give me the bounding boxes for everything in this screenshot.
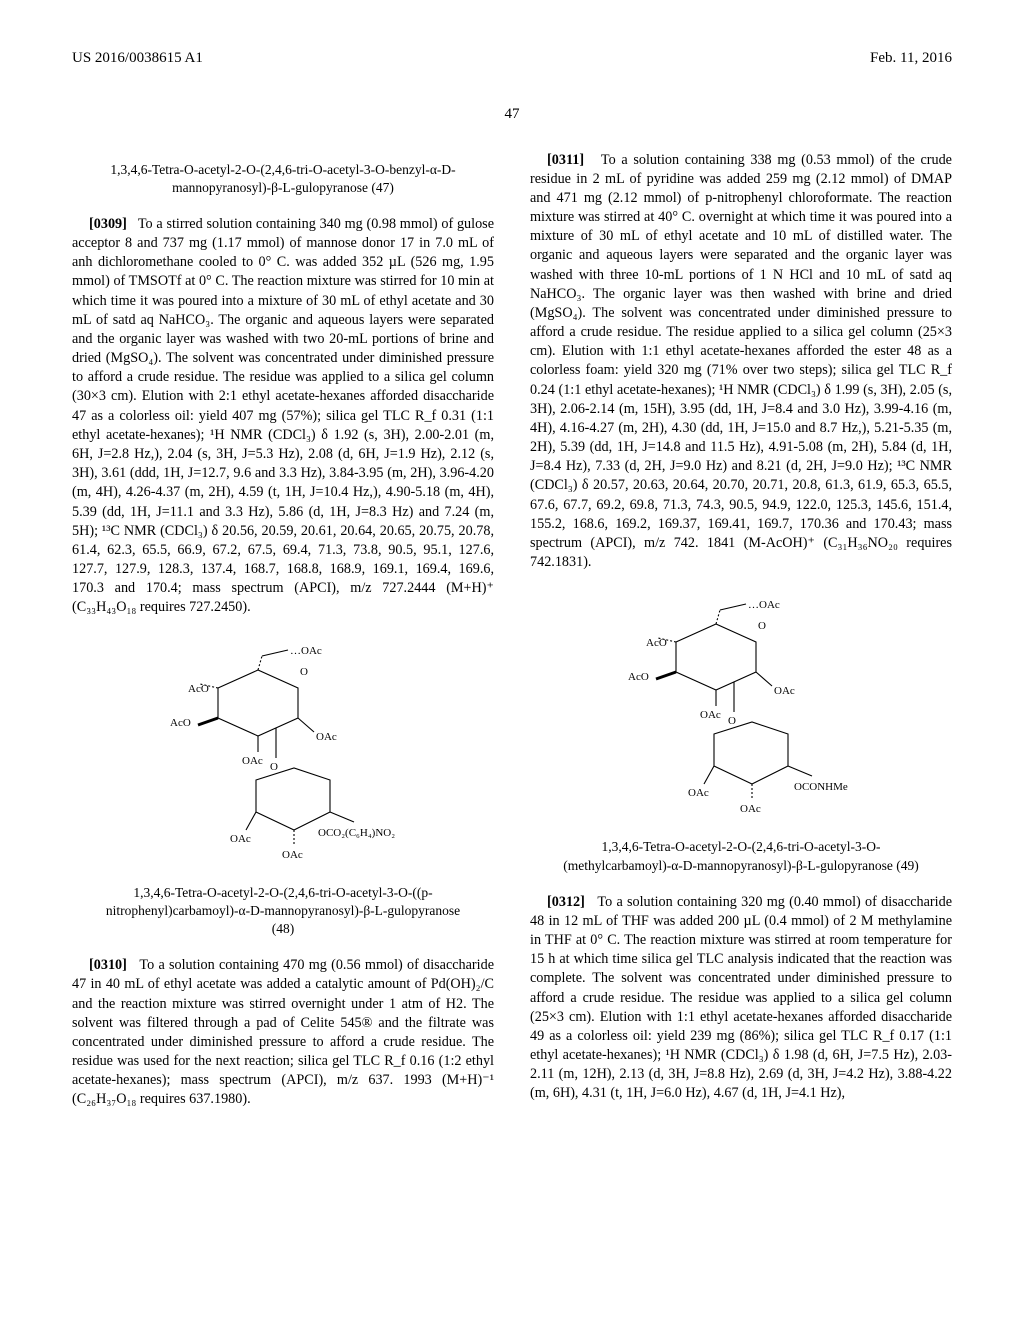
- para-text: To a solution containing 470 mg (0.56 mm…: [72, 957, 494, 1107]
- two-column-layout: 1,3,4,6-Tetra-O-acetyl-2-O-(2,4,6-tri-O-…: [72, 151, 952, 1114]
- svg-text:O: O: [728, 715, 736, 727]
- compound-48-title: 1,3,4,6-Tetra-O-acetyl-2-O-(2,4,6-tri-O-…: [104, 884, 462, 939]
- svg-text:O: O: [270, 761, 278, 773]
- compound-49-title: 1,3,4,6-Tetra-O-acetyl-2-O-(2,4,6-tri-O-…: [562, 838, 920, 874]
- paragraph-0311: [0311] To a solution containing 338 mg (…: [530, 151, 952, 573]
- svg-text:OAc: OAc: [282, 849, 303, 861]
- left-column: 1,3,4,6-Tetra-O-acetyl-2-O-(2,4,6-tri-O-…: [72, 151, 494, 1114]
- para-text: To a solution containing 320 mg (0.40 mm…: [530, 894, 952, 1102]
- svg-text:OCO₂(C₆H₄)NO₂: OCO₂(C₆H₄)NO₂: [318, 827, 395, 839]
- compound-47-title: 1,3,4,6-Tetra-O-acetyl-2-O-(2,4,6-tri-O-…: [104, 161, 462, 197]
- page-header: US 2016/0038615 A1 Feb. 11, 2016: [72, 48, 952, 68]
- svg-text:OAc: OAc: [242, 755, 263, 767]
- structure-49: O AcO AcO …OAc OAc OAc O OAc OAc: [530, 594, 952, 824]
- svg-text:OCONHMe: OCONHMe: [794, 781, 848, 793]
- svg-text:…OAc: …OAc: [290, 645, 322, 657]
- svg-text:O: O: [758, 620, 766, 632]
- svg-text:O: O: [300, 666, 308, 678]
- para-number: [0311]: [547, 152, 584, 168]
- structure-49-svg: O AcO AcO …OAc OAc OAc O OAc OAc: [616, 594, 866, 824]
- paragraph-0310: [0310] To a solution containing 470 mg (…: [72, 956, 494, 1109]
- svg-text:OAc: OAc: [774, 685, 795, 697]
- patent-number: US 2016/0038615 A1: [72, 48, 203, 68]
- structure-48-svg: O AcO AcO …OAc OAc OAc O OA: [158, 640, 408, 870]
- svg-text:AcO: AcO: [170, 717, 191, 729]
- svg-text:OAc: OAc: [230, 833, 251, 845]
- para-text: To a stirred solution containing 340 mg …: [72, 216, 494, 615]
- para-number: [0312]: [547, 894, 585, 910]
- para-text: To a solution containing 338 mg (0.53 mm…: [530, 152, 952, 571]
- svg-text:AcO: AcO: [628, 671, 649, 683]
- paragraph-0312: [0312] To a solution containing 320 mg (…: [530, 893, 952, 1104]
- svg-text:OAc: OAc: [740, 803, 761, 815]
- para-number: [0309]: [89, 216, 127, 232]
- page-number: 47: [72, 104, 952, 124]
- svg-text:OAc: OAc: [700, 709, 721, 721]
- patent-date: Feb. 11, 2016: [870, 48, 952, 68]
- paragraph-0309: [0309] To a stirred solution containing …: [72, 215, 494, 618]
- svg-text:OAc: OAc: [316, 731, 337, 743]
- structure-48: O AcO AcO …OAc OAc OAc O OA: [72, 640, 494, 870]
- para-number: [0310]: [89, 957, 127, 973]
- svg-text:…OAc: …OAc: [748, 599, 780, 611]
- right-column: [0311] To a solution containing 338 mg (…: [530, 151, 952, 1114]
- svg-text:OAc: OAc: [688, 787, 709, 799]
